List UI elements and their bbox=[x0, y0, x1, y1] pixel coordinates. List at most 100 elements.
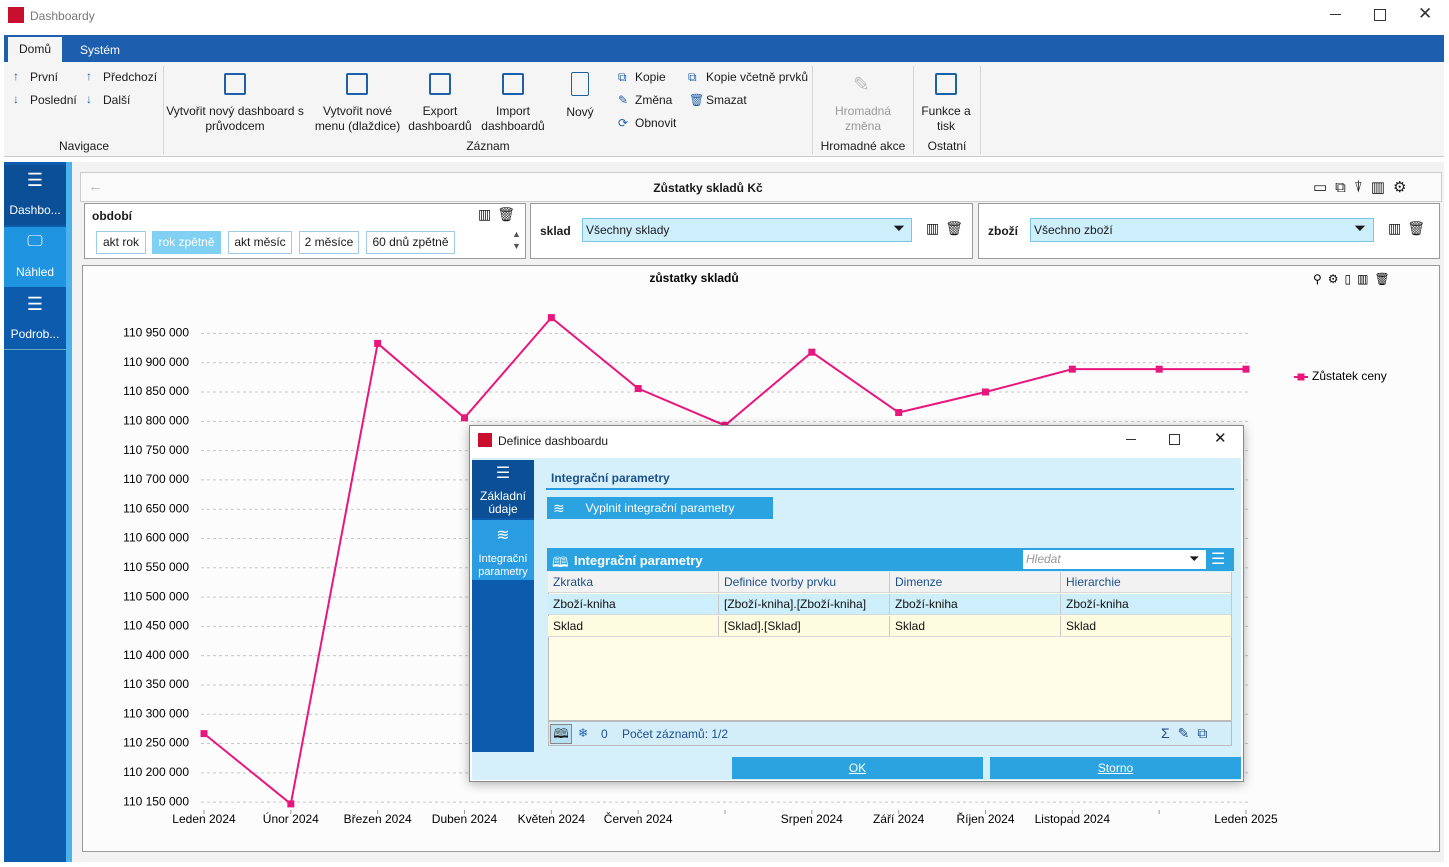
filter-option[interactable]: akt měsíc bbox=[228, 231, 292, 254]
ribbon-button[interactable]: Smazat bbox=[706, 93, 747, 107]
nav-item[interactable] bbox=[472, 520, 534, 580]
icon: ❄ bbox=[578, 726, 589, 740]
tab[interactable]: Systém bbox=[80, 43, 121, 57]
maximize[interactable] bbox=[1169, 434, 1180, 445]
record-count: Počet záznamů: 1/2 bbox=[622, 727, 729, 741]
grid-cell: Zboží-kniha bbox=[890, 594, 1061, 615]
point bbox=[200, 730, 208, 738]
chart-tools[interactable]: ⚲⚙▯▥🗑 bbox=[1313, 272, 1396, 286]
y-tick-label: 110 800 000 bbox=[123, 413, 189, 427]
y-tick-label: 110 950 000 bbox=[123, 326, 189, 340]
panel-tools[interactable]: ▥🗑 bbox=[478, 206, 522, 222]
ribbon-button[interactable]: Import dashboardů bbox=[481, 104, 545, 133]
group-label: Ostatní bbox=[927, 139, 967, 153]
scroll[interactable]: ▲ ▼ bbox=[512, 229, 521, 251]
icon: ⧉ bbox=[618, 70, 627, 84]
x-tick-label: Listopad 2024 bbox=[1035, 812, 1111, 826]
point bbox=[547, 314, 555, 322]
divider bbox=[546, 488, 1234, 490]
filter-icon[interactable]: ⏷ bbox=[1354, 220, 1367, 237]
y-tick-label: 110 700 000 bbox=[123, 472, 189, 486]
menu[interactable]: ☰ bbox=[1211, 551, 1226, 568]
icon: ✎ bbox=[618, 93, 629, 107]
icon bbox=[935, 73, 957, 95]
tab[interactable]: Domů bbox=[8, 37, 62, 62]
grid-cell: Zboží-kniha bbox=[1061, 594, 1232, 615]
filter-input[interactable]: Všechny sklady bbox=[582, 218, 912, 242]
x-tick-label: Leden 2024 bbox=[172, 812, 236, 826]
filter-label: zboží bbox=[988, 224, 1018, 238]
filter-option[interactable]: 2 měsíce bbox=[299, 231, 359, 254]
ribbon-button[interactable]: První bbox=[30, 70, 59, 84]
footer-tools[interactable]: Σ✎⧉ bbox=[1161, 725, 1216, 741]
ribbon-button[interactable]: Funkce a tisk bbox=[921, 104, 971, 133]
dialog: Definice dashboardu ✕ ☰ Základní údaje ≋… bbox=[469, 425, 1244, 782]
back[interactable]: ← bbox=[88, 178, 103, 195]
minimize[interactable] bbox=[1330, 14, 1341, 15]
filter-icon[interactable]: ⏷ bbox=[1189, 551, 1200, 566]
panel-tools[interactable]: ▥🗑 bbox=[926, 220, 970, 236]
icon: ☰ bbox=[26, 170, 44, 190]
ribbon-button[interactable]: Poslední bbox=[30, 93, 77, 107]
grid-footer bbox=[548, 721, 1232, 746]
ribbon-button[interactable]: Vytvořit nové menu (dlaždice) bbox=[314, 104, 401, 133]
y-tick-label: 110 600 000 bbox=[123, 531, 189, 545]
ribbon-button: Hromadná změna bbox=[834, 104, 892, 133]
fill-button[interactable]: ≋ Vyplnit integrační parametry bbox=[547, 497, 773, 519]
button-label: Vyplnit integrační parametry bbox=[585, 501, 735, 515]
sidebar-item[interactable] bbox=[4, 165, 66, 225]
cancel-button[interactable]: Storno bbox=[990, 757, 1241, 779]
window-title: Dashboardy bbox=[30, 9, 95, 23]
section-heading: Integrační parametry bbox=[551, 471, 670, 485]
icon: ↑ bbox=[13, 69, 19, 83]
grid-cell: Sklad bbox=[548, 616, 719, 637]
panel-tools[interactable]: ▥🗑 bbox=[1388, 220, 1432, 236]
close[interactable]: ✕ bbox=[1418, 4, 1433, 23]
filter-input[interactable]: Všechno zboží bbox=[1030, 218, 1374, 242]
point bbox=[461, 414, 468, 422]
grid-cell: Sklad bbox=[1061, 616, 1232, 637]
icon bbox=[346, 73, 368, 95]
grid-cell: [Sklad].[Sklad] bbox=[719, 616, 890, 637]
search[interactable]: Hledat bbox=[1023, 550, 1206, 569]
maximize[interactable] bbox=[1374, 9, 1386, 21]
icon: ≋ bbox=[496, 527, 510, 544]
icon: 🖵 bbox=[27, 233, 43, 250]
dialog-title: Definice dashboardu bbox=[498, 434, 609, 448]
ribbon-button[interactable]: Export dashboardů bbox=[408, 104, 472, 133]
sidebar-item[interactable] bbox=[4, 289, 66, 350]
y-tick-label: 110 650 000 bbox=[123, 501, 189, 515]
ok-button[interactable]: OK bbox=[732, 757, 983, 779]
sidebar-item[interactable] bbox=[4, 227, 66, 287]
icon[interactable]: 🕮 bbox=[550, 724, 572, 744]
ribbon-button[interactable]: Obnovit bbox=[635, 116, 677, 130]
ribbon-button[interactable]: Vytvořit nový dashboard s průvodcem bbox=[166, 104, 304, 133]
icon bbox=[429, 73, 451, 95]
toolbar[interactable]: ▭⧉⍒▥⚙ bbox=[1313, 179, 1415, 196]
app-icon bbox=[478, 433, 492, 447]
y-tick-label: 110 300 000 bbox=[123, 706, 189, 720]
filter-icon[interactable]: ⏷ bbox=[893, 220, 906, 237]
filter-option[interactable]: akt rok bbox=[96, 231, 146, 254]
filter-option[interactable]: rok zpětně bbox=[152, 231, 221, 254]
group-label: Záznam bbox=[466, 139, 510, 153]
close[interactable]: ✕ bbox=[1214, 430, 1227, 447]
ribbon-button[interactable]: Předchozí bbox=[103, 70, 158, 84]
point bbox=[1242, 365, 1250, 373]
x-tick-label: Září 2024 bbox=[873, 812, 925, 826]
ribbon-button[interactable]: Další bbox=[103, 93, 131, 107]
ribbon-button[interactable]: Změna bbox=[635, 93, 673, 107]
nav-item[interactable] bbox=[472, 460, 534, 518]
icon: ☰ bbox=[26, 294, 44, 314]
minimize[interactable] bbox=[1126, 439, 1136, 440]
filter-option[interactable]: 60 dnů zpětně bbox=[366, 231, 455, 254]
point bbox=[1068, 365, 1076, 373]
ribbon-button[interactable]: Kopie včetně prvků bbox=[706, 70, 809, 84]
filter-label: sklad bbox=[540, 224, 571, 238]
icon: 🗑 bbox=[689, 93, 705, 107]
point bbox=[808, 348, 816, 356]
ribbon-button[interactable]: Nový bbox=[566, 105, 594, 119]
y-tick-label: 110 500 000 bbox=[123, 589, 189, 603]
ribbon-button[interactable]: Kopie bbox=[635, 70, 666, 84]
